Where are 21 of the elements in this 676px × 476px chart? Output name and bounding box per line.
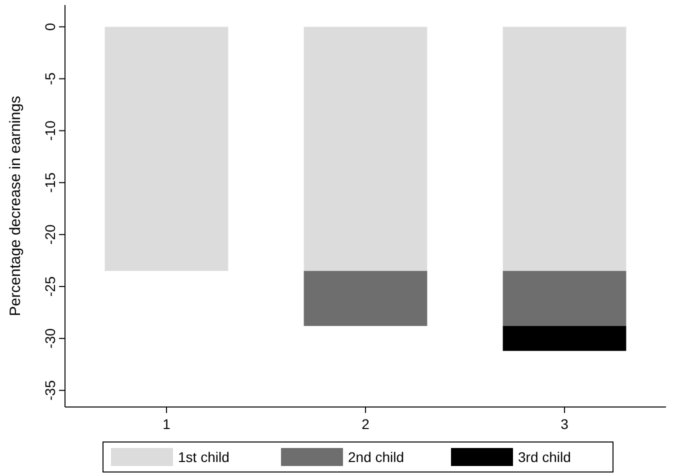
- legend-label: 2nd child: [348, 449, 404, 465]
- bar: [502, 270, 626, 326]
- x-tick-label: 1: [162, 416, 171, 432]
- y-axis-title: Percentage decrease in earnings: [7, 96, 24, 316]
- y-tick-label: -10: [42, 120, 58, 141]
- bar: [502, 326, 626, 351]
- y-tick-label: 0: [42, 22, 58, 31]
- bar: [304, 26, 428, 271]
- y-tick-label: -25: [42, 276, 58, 297]
- bar: [104, 26, 228, 271]
- y-tick-label: -15: [42, 172, 58, 193]
- legend-label: 3rd child: [518, 449, 571, 465]
- bar: [304, 270, 428, 326]
- legend-label: 1st child: [178, 449, 230, 465]
- x-tick-label: 2: [362, 416, 370, 432]
- bar: [502, 26, 626, 271]
- y-tick-label: -5: [42, 72, 58, 85]
- y-tick-label: -30: [42, 328, 58, 349]
- y-tick-label: -35: [42, 380, 58, 400]
- y-tick-label: -20: [42, 224, 58, 245]
- x-tick-label: 3: [560, 416, 569, 432]
